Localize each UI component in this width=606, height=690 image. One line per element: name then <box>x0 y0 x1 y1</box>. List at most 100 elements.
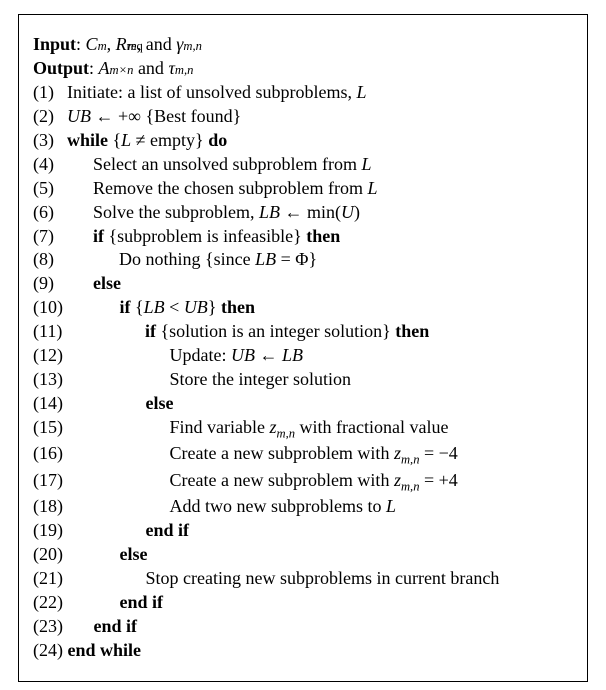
text-run: } <box>208 297 221 317</box>
algo-line: (5) Remove the chosen subproblem from L <box>33 177 577 201</box>
text-run: L <box>386 496 396 516</box>
input-gamma: γ <box>176 33 183 57</box>
line-content: Create a new subproblem with zm,n = +4 <box>68 469 458 495</box>
line-number: (10) <box>33 296 68 320</box>
text-run: ≠ empty} <box>131 130 208 150</box>
line-content: if {subproblem is infeasible} then <box>67 225 340 249</box>
colon: : <box>76 33 86 57</box>
text-run: = +4 <box>420 470 458 490</box>
text-run: L <box>367 178 377 198</box>
text-run: = −4 <box>420 443 458 463</box>
text-run: if <box>93 226 104 246</box>
text-run: U <box>341 202 354 222</box>
algo-line: (16) Create a new subproblem with zm,n =… <box>33 442 577 468</box>
text-run: do <box>208 130 227 150</box>
input-C-sub: m <box>98 38 107 55</box>
text-run: < <box>165 297 184 317</box>
line-content: Update: UB ← LB <box>68 344 304 368</box>
text-run: end while <box>68 640 142 660</box>
algo-line: (24) end while <box>33 639 577 663</box>
text-run: Update: <box>170 345 231 365</box>
text-run: Remove the chosen subproblem from <box>93 178 367 198</box>
line-number: (16) <box>33 442 68 466</box>
text-run: = Φ} <box>276 249 317 269</box>
line-content: Create a new subproblem with zm,n = −4 <box>68 442 458 468</box>
text-run: ← <box>255 345 282 365</box>
input-and: , and <box>137 33 177 57</box>
line-number: (12) <box>33 344 68 368</box>
algorithm-box: Input: Cm, Rreqm, and γm,n Output: Am×n … <box>18 14 588 682</box>
input-R: R <box>116 33 127 57</box>
line-number: (2) <box>33 105 67 129</box>
line-content: Initiate: a list of unsolved subproblems… <box>67 81 366 105</box>
text-run: { <box>131 297 144 317</box>
line-content: while {L ≠ empty} do <box>67 129 227 153</box>
text-run: z <box>394 470 401 490</box>
text-run: end if <box>94 616 138 636</box>
algo-line: (10) if {LB < UB} then <box>33 296 577 320</box>
text-run: Solve the subproblem, <box>93 202 259 222</box>
line-content: Solve the subproblem, LB ← min(U) <box>67 201 360 225</box>
line-content: Remove the chosen subproblem from L <box>67 177 377 201</box>
algo-line: (23) end if <box>33 615 577 639</box>
text-run: then <box>306 226 340 246</box>
line-content: else <box>67 272 121 296</box>
colon2: : <box>89 57 99 81</box>
output-label: Output <box>33 57 89 81</box>
text-run: end if <box>146 520 190 540</box>
algo-line: (2) UB ← +∞ {Best found} <box>33 105 577 129</box>
algo-line: (19) end if <box>33 519 577 543</box>
text-run: {solution is an integer solution} <box>156 321 395 341</box>
line-content: if {LB < UB} then <box>68 296 255 320</box>
text-run: else <box>146 393 174 413</box>
algo-input-line: Input: Cm, Rreqm, and γm,n <box>33 33 577 57</box>
line-number: (1) <box>33 81 67 105</box>
line-content: end while <box>68 639 142 663</box>
algo-line: (7) if {subproblem is infeasible} then <box>33 225 577 249</box>
line-number: (3) <box>33 129 67 153</box>
text-run: then <box>221 297 255 317</box>
text-run: m,n <box>401 479 420 493</box>
text-run: Create a new subproblem with <box>170 443 394 463</box>
text-run: Add two new subproblems to <box>170 496 386 516</box>
text-run: L <box>121 130 131 150</box>
algo-line: (15) Find variable zm,n with fractional … <box>33 416 577 442</box>
line-number: (4) <box>33 153 67 177</box>
output-joiner: and <box>133 57 168 81</box>
algo-line: (22) end if <box>33 591 577 615</box>
text-run: if <box>120 297 131 317</box>
line-content: end if <box>68 615 138 639</box>
line-number: (14) <box>33 392 68 416</box>
text-run: Create a new subproblem with <box>170 470 394 490</box>
text-run: ← +∞ {Best found} <box>91 106 241 126</box>
line-content: UB ← +∞ {Best found} <box>67 105 241 129</box>
text-run: Select an unsolved subproblem from <box>93 154 361 174</box>
line-content: Find variable zm,n with fractional value <box>68 416 449 442</box>
line-number: (21) <box>33 567 68 591</box>
line-content: else <box>68 543 148 567</box>
line-number: (22) <box>33 591 68 615</box>
line-content: end if <box>68 591 164 615</box>
algo-line: (21) Stop creating new subproblems in cu… <box>33 567 577 591</box>
line-number: (24) <box>33 639 68 663</box>
text-run: m,n <box>277 427 296 441</box>
algo-line: (12) Update: UB ← LB <box>33 344 577 368</box>
line-content: Select an unsolved subproblem from L <box>67 153 371 177</box>
line-number: (20) <box>33 543 68 567</box>
text-run: z <box>394 443 401 463</box>
line-content: else <box>68 392 174 416</box>
output-A: A <box>99 57 110 81</box>
text-run: then <box>395 321 429 341</box>
line-content: end if <box>68 519 190 543</box>
line-number: (17) <box>33 469 68 493</box>
algo-line: (4) Select an unsolved subproblem from L <box>33 153 577 177</box>
input-gamma-sub: m,n <box>183 38 202 55</box>
text-run: {subproblem is infeasible} <box>104 226 306 246</box>
algo-line: (14) else <box>33 392 577 416</box>
text-run: Find variable <box>170 417 270 437</box>
line-number: (23) <box>33 615 68 639</box>
line-number: (13) <box>33 368 68 392</box>
text-run: Store the integer solution <box>170 369 351 389</box>
text-run: m,n <box>401 453 420 467</box>
line-content: Do nothing {since LB = Φ} <box>67 248 317 272</box>
